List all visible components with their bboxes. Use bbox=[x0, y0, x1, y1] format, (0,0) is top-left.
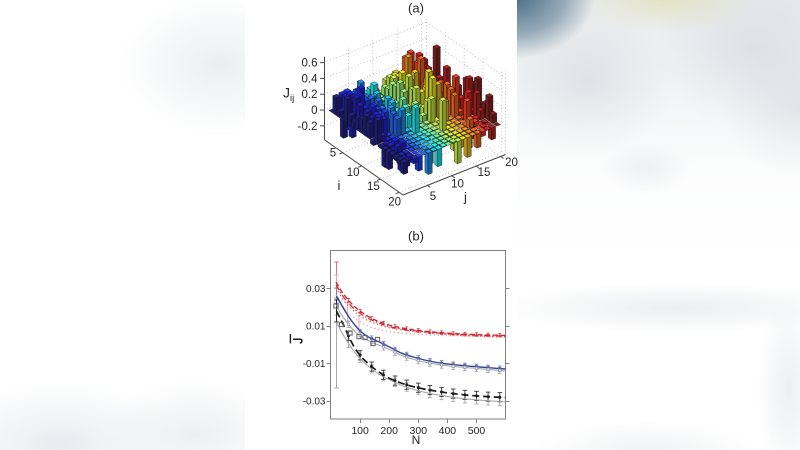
svg-text:0.03: 0.03 bbox=[306, 284, 326, 295]
svg-text:5: 5 bbox=[430, 191, 436, 203]
svg-text:N: N bbox=[412, 433, 421, 447]
svg-text:j: j bbox=[463, 190, 467, 205]
svg-text:-0.01: -0.01 bbox=[303, 359, 326, 370]
svg-text:i: i bbox=[338, 178, 341, 193]
svg-text:Jij: Jij bbox=[283, 85, 294, 105]
svg-text:200: 200 bbox=[380, 425, 398, 437]
svg-text:20: 20 bbox=[505, 157, 518, 169]
svg-text:400: 400 bbox=[439, 425, 457, 437]
svg-text:0: 0 bbox=[311, 105, 317, 117]
svg-text:500: 500 bbox=[468, 425, 486, 437]
svg-text:300: 300 bbox=[410, 425, 428, 437]
svg-text:10: 10 bbox=[347, 167, 360, 179]
svg-text:100: 100 bbox=[351, 425, 369, 437]
svg-text:15: 15 bbox=[367, 181, 380, 193]
svg-text:0.01: 0.01 bbox=[306, 321, 326, 332]
svg-text:-0.03: -0.03 bbox=[303, 396, 326, 407]
svg-text:15: 15 bbox=[478, 167, 491, 179]
svg-text:(a): (a) bbox=[408, 1, 424, 16]
svg-text:0.6: 0.6 bbox=[302, 58, 318, 70]
svg-text:0.4: 0.4 bbox=[302, 73, 319, 85]
svg-text:-0.2: -0.2 bbox=[298, 121, 318, 133]
svg-text:0.2: 0.2 bbox=[302, 89, 318, 101]
svg-text:20: 20 bbox=[388, 197, 401, 209]
svg-text:5: 5 bbox=[330, 148, 336, 160]
svg-text:10: 10 bbox=[451, 179, 464, 191]
svg-text:(b): (b) bbox=[408, 229, 424, 244]
